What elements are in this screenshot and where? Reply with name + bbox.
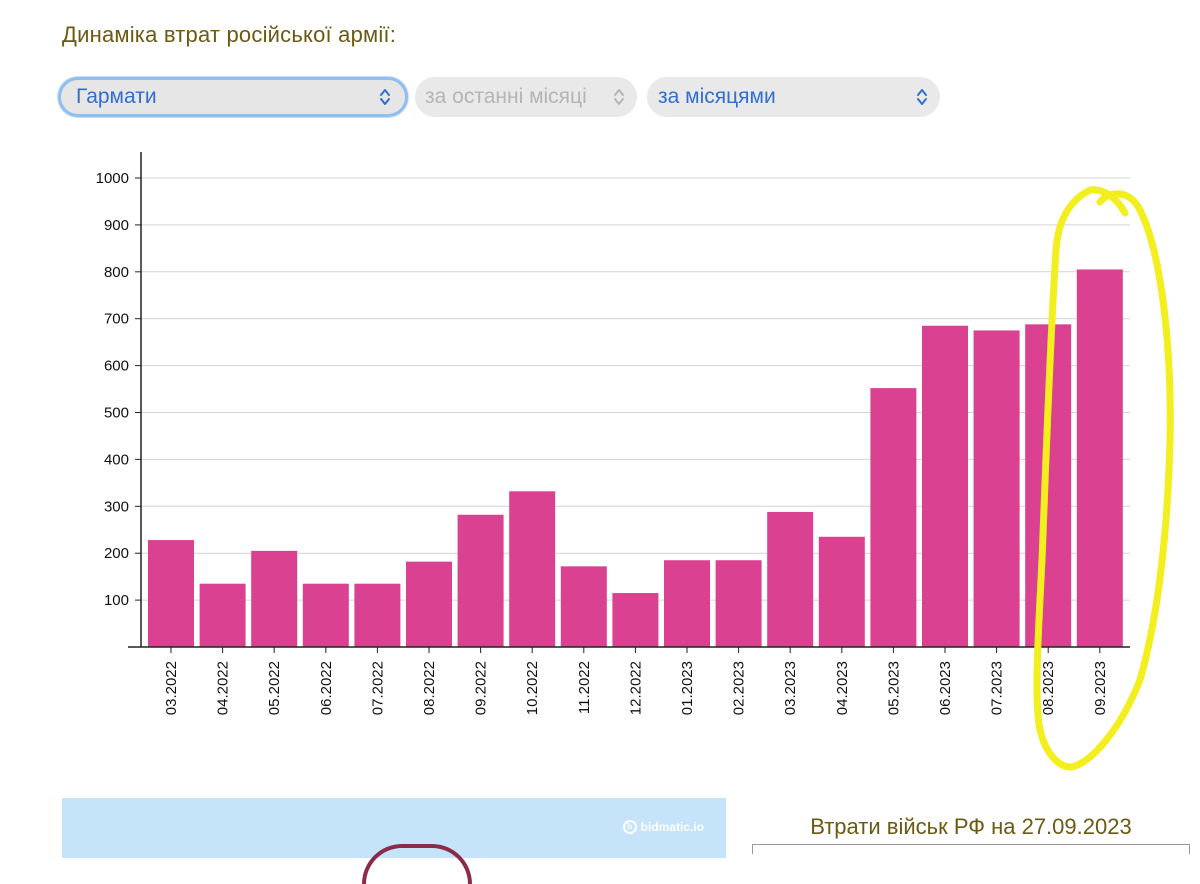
x-tick-label: 12.2022 xyxy=(627,661,644,715)
period-select-value: за останні місяці xyxy=(425,85,587,108)
x-tick-label: 09.2023 xyxy=(1092,661,1109,715)
bar xyxy=(354,583,401,647)
x-tick-label: 03.2023 xyxy=(782,661,799,715)
page-heading: Динаміка втрат російської армії: xyxy=(62,22,397,47)
losses-table xyxy=(752,844,1190,854)
x-tick-label: 08.2023 xyxy=(1040,661,1057,715)
bar xyxy=(973,330,1020,647)
bar xyxy=(199,583,246,647)
promo-logo-text: bidmatic.io xyxy=(640,820,704,834)
grouping-select[interactable]: за місяцями xyxy=(647,77,940,117)
chevron-updown-icon xyxy=(917,89,927,105)
promo-logo: b bidmatic.io xyxy=(622,820,704,834)
x-tick-label: 01.2023 xyxy=(679,661,696,715)
chart-x-ticks: 03.2022 04.2022 05.2022 06.2022 07.2022 08.20… xyxy=(163,647,1109,715)
x-tick-label: 07.2023 xyxy=(989,661,1006,715)
losses-title: Втрати військ РФ на 27.09.2023 xyxy=(810,814,1132,839)
grouping-select-value: за місяцями xyxy=(658,85,776,108)
bar xyxy=(302,583,349,647)
x-tick-label: 09.2022 xyxy=(473,661,490,715)
chevron-updown-icon xyxy=(380,89,390,105)
bar xyxy=(818,536,865,647)
bar xyxy=(664,560,710,647)
bar xyxy=(767,511,814,647)
highlight-ellipse xyxy=(1033,186,1174,771)
x-tick-label: 04.2023 xyxy=(834,661,851,715)
x-tick-label: 07.2022 xyxy=(369,661,386,715)
bar xyxy=(509,491,556,647)
bar xyxy=(560,566,607,647)
bar xyxy=(148,540,194,647)
bar xyxy=(715,560,762,647)
promo-banner[interactable]: b bidmatic.io xyxy=(62,798,726,884)
chart-bars xyxy=(148,269,1123,647)
y-tick-label: 400 xyxy=(104,451,129,468)
x-tick-label: 06.2022 xyxy=(318,661,335,715)
bar xyxy=(457,514,504,647)
y-tick-label: 700 xyxy=(104,311,129,328)
promo-graphic xyxy=(362,844,472,884)
y-tick-label: 1000 xyxy=(96,170,129,187)
bar xyxy=(870,388,917,647)
y-tick-label: 300 xyxy=(104,498,129,515)
y-tick-label: 900 xyxy=(104,217,129,234)
x-tick-label: 02.2023 xyxy=(731,661,748,715)
y-tick-label: 600 xyxy=(104,358,129,375)
x-tick-label: 06.2023 xyxy=(937,661,954,715)
weapon-select-value: Гармати xyxy=(76,85,157,108)
chevron-updown-icon xyxy=(614,89,624,105)
chart-axes xyxy=(128,152,1130,648)
chart-annotation xyxy=(1033,186,1174,771)
bar xyxy=(922,325,968,647)
x-tick-label: 04.2022 xyxy=(215,661,232,715)
weapon-select[interactable]: Гармати xyxy=(58,77,408,117)
bidmatic-logo-icon: b xyxy=(622,820,637,834)
bar xyxy=(406,561,452,647)
y-tick-label: 100 xyxy=(104,592,129,609)
x-tick-label: 03.2022 xyxy=(163,661,180,715)
x-tick-label: 05.2022 xyxy=(266,661,283,715)
x-tick-label: 10.2022 xyxy=(524,661,541,715)
chart-grid xyxy=(141,177,1130,601)
bar xyxy=(1076,269,1123,647)
y-tick-label: 200 xyxy=(104,545,129,562)
x-tick-label: 05.2023 xyxy=(885,661,902,715)
y-tick-label: 500 xyxy=(104,405,129,422)
chart-y-ticks: 100 200 300 400 500 600 700 800 900 1000 xyxy=(96,170,141,609)
bar xyxy=(251,550,298,647)
bar xyxy=(612,593,659,647)
x-tick-label: 11.2022 xyxy=(576,661,593,714)
y-tick-label: 800 xyxy=(104,264,129,281)
period-select[interactable]: за останні місяці xyxy=(415,77,637,117)
x-tick-label: 08.2022 xyxy=(421,661,438,715)
